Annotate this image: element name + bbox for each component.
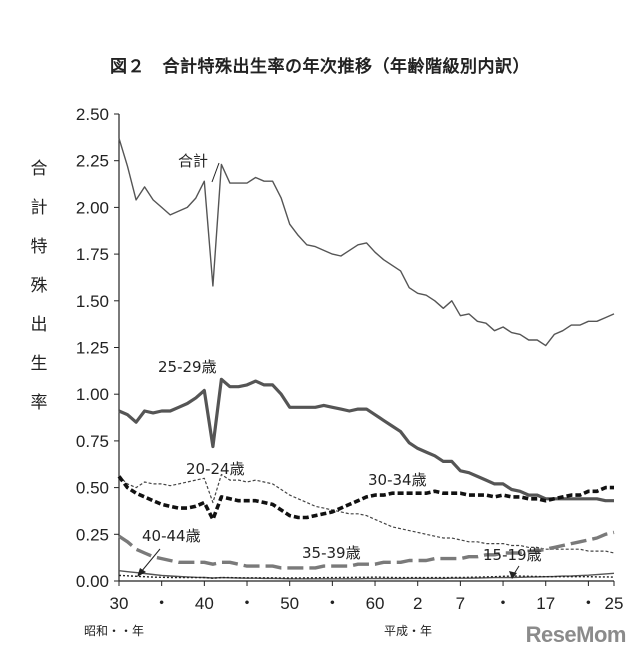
- x-tick-label: 40: [195, 594, 214, 613]
- y-axis-label: 合計特殊出生率: [26, 150, 52, 423]
- series-annotation: 合計: [178, 152, 208, 170]
- x-tick-label: 7: [456, 594, 465, 613]
- x-caption-heisei: 平成・年: [384, 624, 433, 638]
- y-tick-label: 0.50: [76, 479, 109, 498]
- y-axis-label-char: 計: [30, 198, 48, 218]
- series-annotation: 35-39歳: [302, 544, 361, 562]
- y-axis-label-char: 合: [30, 159, 48, 179]
- y-tick-label: 0.25: [76, 525, 109, 544]
- x-tick-label: ・: [580, 594, 597, 613]
- y-tick-label: 1.75: [76, 245, 109, 264]
- y-axis-label-char: 特: [30, 237, 48, 257]
- x-caption-showa: 昭和・・年: [84, 624, 145, 638]
- x-tick-label: ・: [153, 594, 170, 613]
- arrow-head: [137, 568, 146, 577]
- series-line-20-24歳: [118, 473, 615, 554]
- x-tick-label: 50: [280, 594, 299, 613]
- series-annotation: 25-29歳: [158, 358, 217, 376]
- x-tick-label: 30: [110, 594, 129, 613]
- chart-title: 図２ 合計特殊出生率の年次推移（年齢階級別内訳）: [110, 57, 530, 77]
- y-tick-label: 1.00: [76, 385, 109, 404]
- y-tick-label: 2.00: [76, 198, 109, 217]
- series-annotation: 15-19歳: [483, 546, 542, 564]
- y-tick-label: 1.25: [76, 339, 109, 358]
- y-tick-label: 2.50: [76, 105, 109, 124]
- series-line-30-34歳: [117, 475, 614, 522]
- y-tick-label: 0.75: [76, 432, 109, 451]
- series-annotation: 30-34歳: [368, 471, 427, 489]
- series-annotation: 20-24歳: [186, 460, 245, 478]
- arrow-head: [509, 571, 517, 579]
- y-tick-label: 2.25: [76, 152, 109, 171]
- x-tick-label: ・: [239, 594, 256, 613]
- series-line-35-39歳: [118, 530, 615, 570]
- series-line-合計: [118, 138, 615, 347]
- y-axis-label-char: 殊: [30, 276, 48, 296]
- y-tick-label: 1.50: [76, 292, 109, 311]
- leader-line: [211, 162, 220, 183]
- series-line-40-44歳: [118, 570, 615, 580]
- x-tick-label: ・: [495, 594, 512, 613]
- x-tick-label: ・: [324, 594, 341, 613]
- watermark-logo: ReseMom: [525, 622, 627, 647]
- y-axis-label-char: 率: [30, 393, 48, 413]
- series-line-15-19歳: [118, 574, 615, 579]
- leader-line: [140, 548, 161, 573]
- y-axis-label-char: 出: [30, 315, 48, 335]
- x-tick-label: 25: [605, 594, 624, 613]
- y-axis-label-char: 生: [30, 354, 48, 374]
- series-line-25-29歳: [118, 377, 614, 503]
- x-tick-label: 2: [413, 594, 422, 613]
- y-tick-label: 0.00: [76, 572, 109, 591]
- x-tick-label: 60: [366, 594, 385, 613]
- series-annotation: 40-44歳: [142, 527, 201, 545]
- x-tick-label: 17: [536, 594, 555, 613]
